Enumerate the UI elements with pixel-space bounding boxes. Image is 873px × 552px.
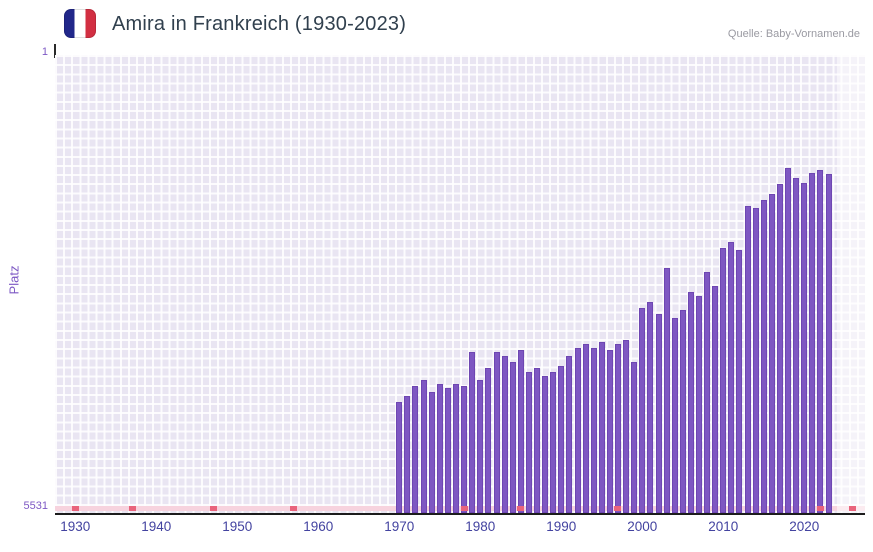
no-data-mark-1930 (71, 506, 79, 511)
plot-grid (55, 55, 865, 513)
bar-2001[interactable] (647, 302, 654, 513)
bar-2014[interactable] (752, 208, 759, 513)
no-data-mark-1997 (614, 506, 622, 511)
bar-2018[interactable] (785, 168, 792, 513)
bar-2020[interactable] (801, 182, 808, 513)
x-tick-label-1990: 1990 (546, 519, 577, 534)
bar-2008[interactable] (704, 271, 711, 513)
bar-2005[interactable] (679, 310, 686, 513)
bar-1984[interactable] (509, 362, 516, 513)
bar-2013[interactable] (744, 206, 751, 513)
no-data-mark-2026 (849, 506, 857, 511)
recent-period-overlay (836, 55, 865, 513)
bar-2002[interactable] (655, 314, 662, 513)
x-tick-label-2010: 2010 (708, 519, 739, 534)
bar-2007[interactable] (696, 295, 702, 513)
x-tick-label-1960: 1960 (303, 519, 334, 534)
y-tick-min: 5531 (23, 500, 48, 512)
bar-1985[interactable] (517, 350, 524, 513)
bar-1986[interactable] (525, 372, 532, 513)
x-axis-line (55, 513, 865, 515)
bar-1979[interactable] (469, 352, 476, 513)
no-data-mark-1985 (517, 506, 525, 511)
no-data-mark-1947 (209, 506, 217, 511)
bar-2003[interactable] (663, 268, 670, 513)
bar-2015[interactable] (760, 199, 767, 513)
x-axis: 1930 1940 1950 1960 1970 1980 1990 2000 2010 2020 (55, 519, 865, 541)
bar-1974[interactable] (428, 392, 435, 513)
bar-1995[interactable] (598, 341, 605, 513)
y-axis-title: Platz (6, 265, 22, 295)
x-tick-label-2020: 2020 (789, 519, 820, 534)
bar-2017[interactable] (777, 184, 783, 513)
bar-1982[interactable] (493, 352, 500, 513)
bar-1977[interactable] (452, 384, 459, 513)
bar-2009[interactable] (712, 286, 719, 513)
x-tick-label-1950: 1950 (222, 519, 253, 534)
bar-1975[interactable] (436, 384, 443, 513)
plot-area (55, 55, 865, 515)
x-tick-label-1940: 1940 (141, 519, 172, 534)
bar-2000[interactable] (639, 307, 646, 513)
bar-1983[interactable] (501, 356, 508, 513)
bar-1987[interactable] (533, 368, 540, 513)
no-data-strip (55, 506, 865, 511)
x-tick-label-1970: 1970 (384, 519, 415, 534)
bar-1971[interactable] (404, 396, 411, 513)
bar-1988[interactable] (542, 376, 549, 513)
bar-1989[interactable] (550, 372, 557, 513)
y-tick-max: 1 (41, 46, 48, 58)
bar-1998[interactable] (623, 340, 629, 513)
bar-2021[interactable] (809, 173, 816, 513)
bar-2012[interactable] (736, 250, 743, 513)
y-axis-tick-mark (54, 44, 56, 58)
bar-2016[interactable] (768, 194, 775, 513)
bar-2011[interactable] (728, 242, 735, 513)
bar-1999[interactable] (631, 362, 638, 513)
bar-2004[interactable] (671, 317, 678, 513)
bar-2010[interactable] (720, 247, 727, 513)
bar-1997[interactable] (614, 344, 621, 513)
x-tick-label-2000: 2000 (627, 519, 658, 534)
bar-2023[interactable] (825, 174, 832, 513)
bar-1993[interactable] (582, 344, 589, 513)
no-data-mark-2022 (816, 506, 824, 511)
bar-1992[interactable] (574, 348, 581, 513)
bar-1994[interactable] (590, 348, 597, 513)
page-title: Amira in Frankreich (1930-2023) (112, 13, 407, 35)
bar-1980[interactable] (477, 380, 484, 513)
bar-2019[interactable] (793, 177, 800, 513)
no-data-mark-1978 (460, 506, 468, 511)
bar-1991[interactable] (566, 356, 573, 513)
bar-1978[interactable] (461, 386, 468, 513)
bar-1970[interactable] (396, 401, 403, 513)
bar-2022[interactable] (817, 170, 824, 513)
france-flag-icon (64, 9, 96, 38)
bar-1981[interactable] (485, 368, 492, 513)
bar-2006[interactable] (687, 292, 694, 513)
bar-1990[interactable] (558, 365, 565, 513)
x-tick-label-1980: 1980 (465, 519, 496, 534)
bar-1973[interactable] (420, 380, 427, 513)
no-data-mark-1937 (128, 506, 136, 511)
source-attribution: Quelle: Baby-Vornamen.de (727, 28, 860, 40)
no-data-mark-1957 (290, 506, 298, 511)
bar-1996[interactable] (606, 350, 613, 513)
bar-1976[interactable] (444, 387, 451, 513)
x-tick-label-1930: 1930 (60, 519, 91, 534)
bar-1972[interactable] (412, 386, 419, 513)
